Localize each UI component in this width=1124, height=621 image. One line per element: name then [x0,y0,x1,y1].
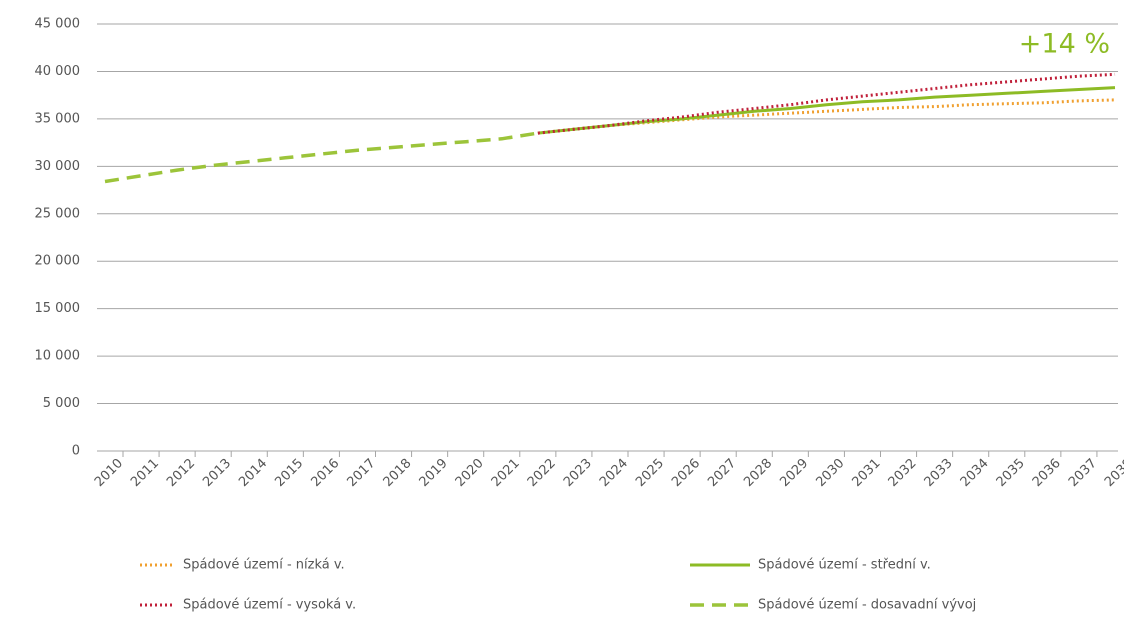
x-tick-label: 2030 [813,456,847,490]
y-tick-label: 10 000 [35,349,81,364]
x-tick-label: 2029 [777,456,811,490]
series-line [537,72,1116,135]
x-tick-label: 2013 [200,456,234,490]
x-tick-label: 2038 [1102,456,1124,490]
series-line [537,86,1116,135]
x-tick-label: 2018 [381,456,415,490]
y-tick-label: 45 000 [35,17,81,32]
x-tick-label: 2025 [633,456,667,490]
x-tick-label: 2019 [417,456,451,490]
x-tick-label: 2026 [669,456,703,490]
series-line [104,131,539,184]
x-tick-label: 2010 [92,456,126,490]
x-tick-label: 2036 [1030,456,1064,490]
x-tick-label: 2032 [886,456,920,490]
legend-label: Spádové území - dosavadní vývoj [758,598,976,613]
x-tick-label: 2022 [525,456,559,490]
x-tick-label: 2020 [453,456,487,490]
y-tick-label: 0 [72,444,80,459]
x-tick-label: 2012 [164,456,198,490]
y-tick-label: 15 000 [35,301,81,316]
x-tick-label: 2034 [958,456,992,490]
x-tick-label: 2014 [236,456,270,490]
x-tick-label: 2023 [561,456,595,490]
x-tick-label: 2021 [489,456,523,490]
legend-label: Spádové území - nízká v. [183,558,345,573]
x-tick-label: 2016 [308,456,342,490]
x-tick-label: 2031 [849,456,883,490]
x-tick-label: 2017 [344,456,378,490]
x-tick-label: 2024 [597,456,631,490]
x-tick-label: 2027 [705,456,739,490]
legend-label: Spádové území - vysoká v. [183,598,356,613]
x-tick-label: 2011 [128,456,162,490]
y-tick-label: 20 000 [35,254,81,269]
y-tick-label: 35 000 [35,111,81,126]
y-tick-label: 40 000 [35,64,81,79]
y-tick-label: 30 000 [35,159,81,174]
x-tick-label: 2037 [1066,456,1100,490]
x-tick-label: 2033 [922,456,956,490]
legend-label: Spádové území - střední v. [758,558,931,573]
y-tick-label: 5 000 [43,396,80,411]
x-tick-label: 2035 [994,456,1028,490]
annotation: +14 % [1019,29,1110,60]
x-tick-label: 2015 [272,456,306,490]
x-tick-label: 2028 [741,456,775,490]
y-tick-label: 25 000 [35,206,81,221]
